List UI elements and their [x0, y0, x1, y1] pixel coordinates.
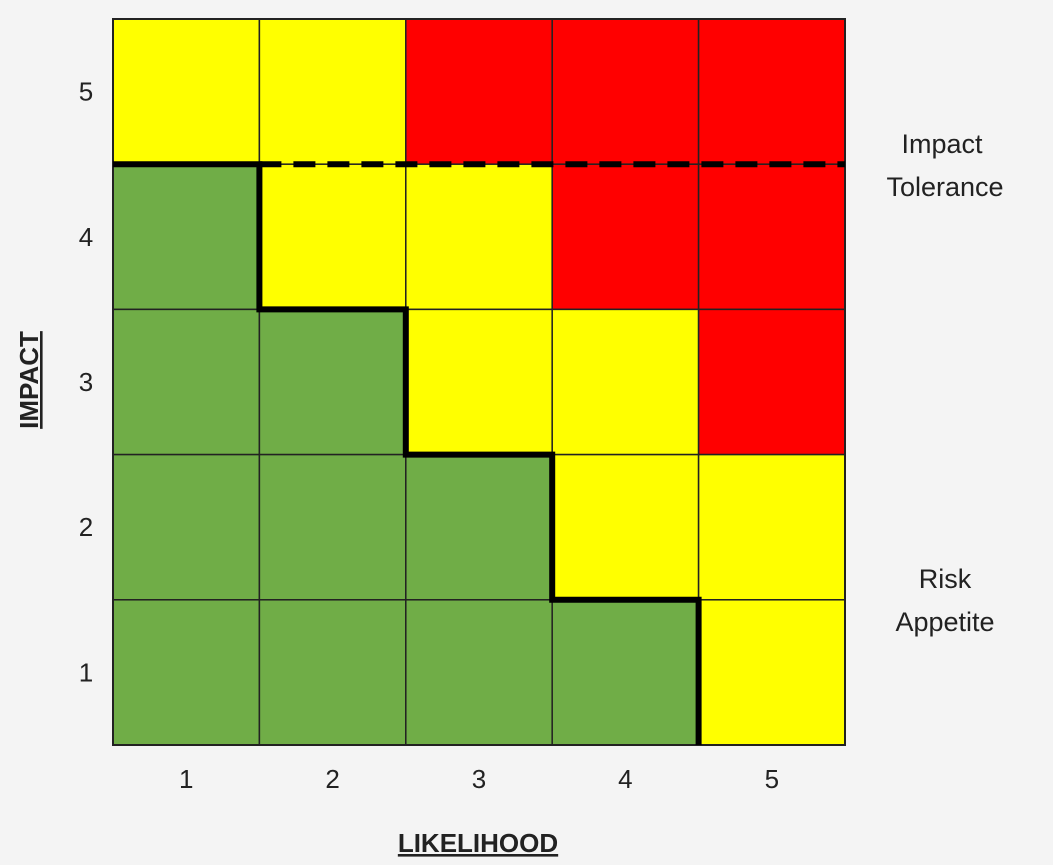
- x-tick-label: 5: [765, 764, 779, 794]
- matrix-cell: [551, 163, 700, 311]
- matrix-cell: [551, 18, 700, 165]
- matrix-cell: [112, 308, 261, 456]
- matrix-cell: [405, 18, 553, 165]
- y-tick-label: 3: [79, 367, 93, 397]
- x-tick-label: 1: [179, 764, 193, 794]
- matrix-cell: [112, 453, 261, 601]
- y-tick-label: 4: [79, 222, 93, 252]
- risk-appetite-line: [113, 161, 702, 745]
- matrix-cell: [258, 308, 407, 456]
- matrix-cell: [697, 599, 846, 746]
- matrix-cell: [405, 599, 553, 746]
- impact-tolerance-label-line2: Tolerance: [886, 172, 1003, 202]
- matrix-cell: [697, 18, 846, 165]
- y-axis-label: IMPACT: [14, 331, 44, 429]
- matrix-cell: [551, 599, 700, 746]
- y-tick-label: 2: [79, 512, 93, 542]
- matrix-cell: [112, 599, 261, 746]
- matrix-cell: [258, 599, 407, 746]
- matrix-cell: [112, 18, 261, 165]
- y-tick-labels: 1 2 3 4 5: [79, 77, 93, 688]
- matrix-cell: [697, 163, 846, 311]
- matrix-cell: [405, 453, 553, 601]
- matrix-cells: [112, 18, 846, 746]
- matrix-cell: [551, 308, 700, 456]
- y-tick-label: 5: [79, 77, 93, 107]
- matrix-cell: [405, 308, 553, 456]
- matrix-border: [112, 18, 846, 746]
- x-tick-labels: 1 2 3 4 5: [179, 764, 779, 794]
- risk-appetite-boundary: [113, 161, 702, 745]
- matrix-cell: [258, 18, 407, 165]
- x-tick-label: 4: [618, 764, 632, 794]
- matrix-cell: [697, 453, 846, 601]
- y-tick-label: 1: [79, 657, 93, 687]
- x-axis-label: LIKELIHOOD: [398, 828, 558, 858]
- x-tick-label: 3: [472, 764, 486, 794]
- matrix-cell: [258, 453, 407, 601]
- impact-tolerance-label-line1: Impact: [901, 129, 983, 159]
- x-tick-label: 2: [325, 764, 339, 794]
- matrix-cell: [258, 163, 407, 311]
- matrix-cell: [697, 308, 846, 456]
- matrix-cell: [112, 163, 261, 311]
- risk-appetite-label-line1: Risk: [919, 564, 972, 594]
- risk-appetite-label-line2: Appetite: [895, 607, 994, 637]
- matrix-cell: [405, 163, 553, 311]
- matrix-cell: [551, 453, 700, 601]
